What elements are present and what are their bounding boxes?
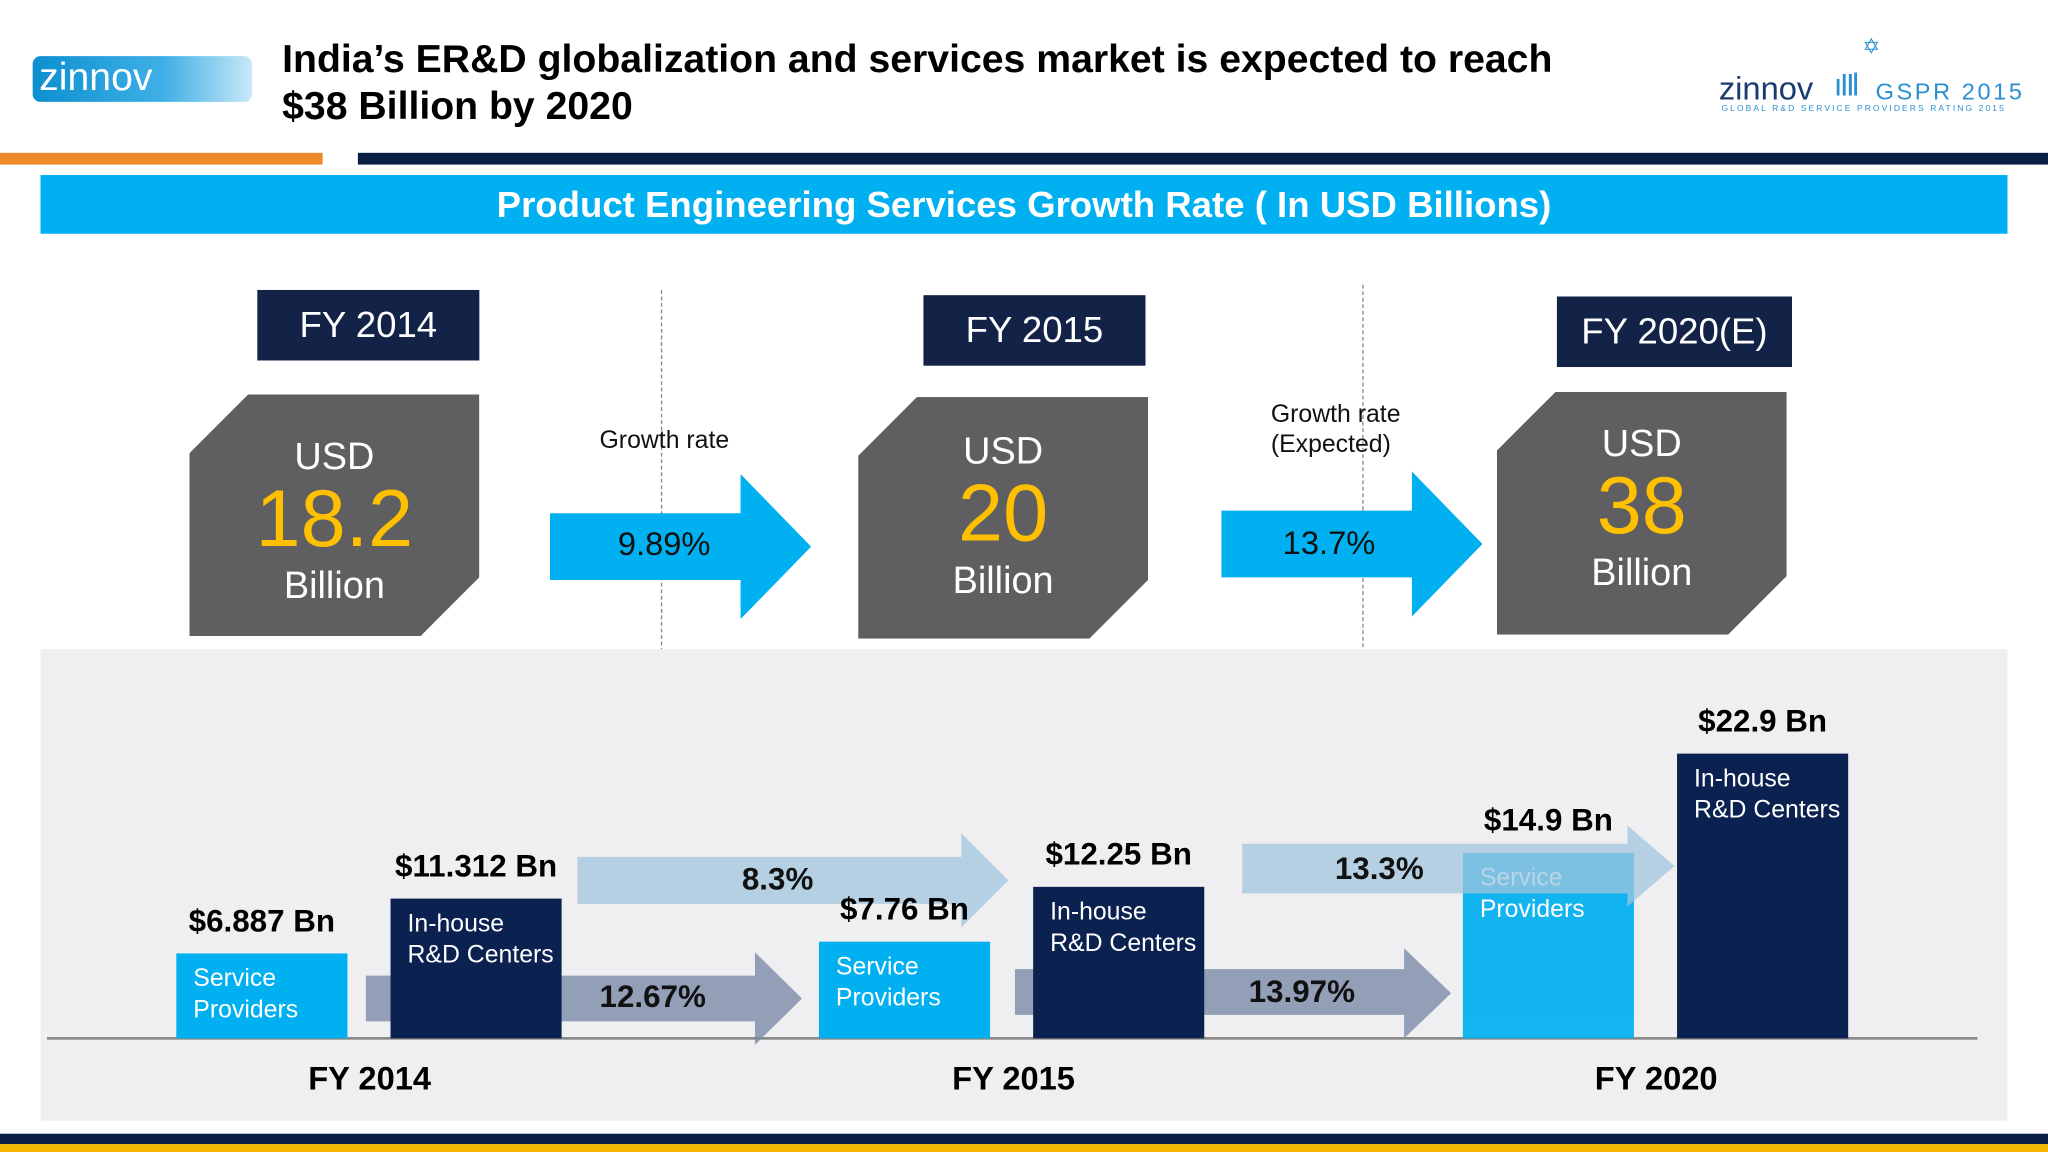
bar-name-line2: Providers: [835, 985, 941, 1013]
bar-value-label: $11.312 Bn: [395, 848, 558, 884]
bar-name-line2: R&D Centers: [1050, 929, 1197, 957]
gspr-logo: ✡ zinnov ıIIl GSPR 2015 GLOBAL R&D SERVI…: [1718, 37, 2032, 117]
logo-mark: GSPR 2015: [1875, 78, 2025, 105]
section-banner: Product Engineering Services Growth Rate…: [40, 175, 2008, 234]
title-line-2: $38 Billion by 2020: [282, 84, 633, 128]
growth-arrow-label: 8.3%: [741, 862, 814, 898]
growth-arrow-label: 13.3%: [1334, 851, 1424, 887]
growth-value-1: 9.89%: [617, 526, 711, 563]
x-axis-label: FY 2020: [1594, 1060, 1718, 1098]
bar-value-label: $22.9 Bn: [1698, 704, 1828, 740]
bar-name-line1: In-house: [1050, 898, 1147, 926]
growth-arrow-label: 12.67%: [599, 979, 706, 1015]
bar-value-label: $7.76 Bn: [840, 892, 969, 928]
zinnov-logo: zinnov: [32, 56, 253, 102]
total-box-2014: USD 18.2 Billion: [189, 394, 479, 636]
total-value: 20: [958, 468, 1049, 560]
orange-rule: [0, 152, 323, 165]
total-value: 38: [1596, 461, 1687, 552]
bar-name-line2: R&D Centers: [1694, 797, 1841, 825]
bar-value-label: $12.25 Bn: [1045, 836, 1192, 872]
currency: USD: [1601, 423, 1682, 465]
total-box-2015: USD 20 Billion: [858, 397, 1148, 639]
bar-name-line2: Providers: [1479, 896, 1585, 924]
logo-text: zinnov: [39, 56, 153, 100]
bar-value-label: $14.9 Bn: [1483, 803, 1613, 840]
growth-label-2-line1: Growth rate: [1270, 400, 1401, 429]
year-label-2015: FY 2015: [923, 295, 1146, 366]
bar-name-line1: Service: [193, 964, 277, 993]
bars-icon: ıIIl: [1833, 67, 1859, 104]
growth-value-2: 13.7%: [1282, 525, 1376, 562]
bar-name-line1: In-house: [407, 909, 505, 938]
year-label-2014: FY 2014: [257, 289, 480, 361]
currency: USD: [963, 431, 1044, 473]
growth-label-1: Growth rate: [599, 427, 730, 455]
star-icon: ✡: [1862, 36, 1881, 59]
logo-tagline: GLOBAL R&D SERVICE PROVIDERS RATING 2015: [1721, 104, 2006, 114]
growth-label-2: Growth rate (Expected): [1271, 400, 1401, 460]
service-providers-bar: Service Providers: [818, 942, 991, 1039]
year-label-2020: FY 2020(E): [1556, 296, 1792, 368]
footer-gold-rule: [0, 1144, 2048, 1152]
unit: Billion: [283, 565, 385, 608]
page-title: India’s ER&D globalization and services …: [282, 37, 1552, 131]
baseline: [47, 1037, 1978, 1040]
total-value: 18.2: [255, 474, 414, 565]
bar-name-line1: Service: [835, 953, 919, 982]
inhouse-bar: In-house R&D Centers: [1033, 886, 1205, 1039]
logo-brand: zinnov: [1718, 70, 1814, 108]
bar-name-line2: Providers: [193, 995, 299, 1024]
title-line-1: India’s ER&D globalization and services …: [282, 37, 1553, 81]
inhouse-bar: In-house R&D Centers: [390, 897, 562, 1039]
growth-label-2-line2: (Expected): [1270, 431, 1391, 459]
footer-navy-rule: [0, 1133, 2048, 1145]
inhouse-bar: In-house R&D Centers: [1677, 754, 1849, 1039]
unit: Billion: [1591, 552, 1693, 595]
total-box-2020: USD 38 Billion: [1497, 392, 1787, 635]
bar-name-line2: R&D Centers: [407, 941, 554, 969]
currency: USD: [294, 436, 375, 479]
x-axis-label: FY 2015: [952, 1060, 1075, 1098]
x-axis-label: FY 2014: [308, 1060, 432, 1098]
bar-value-label: $6.887 Bn: [188, 903, 336, 939]
growth-arrow-label: 13.97%: [1248, 974, 1355, 1010]
bar-name-line1: In-house: [1694, 765, 1791, 794]
unit: Billion: [952, 560, 1054, 603]
navy-rule: [357, 152, 2048, 165]
